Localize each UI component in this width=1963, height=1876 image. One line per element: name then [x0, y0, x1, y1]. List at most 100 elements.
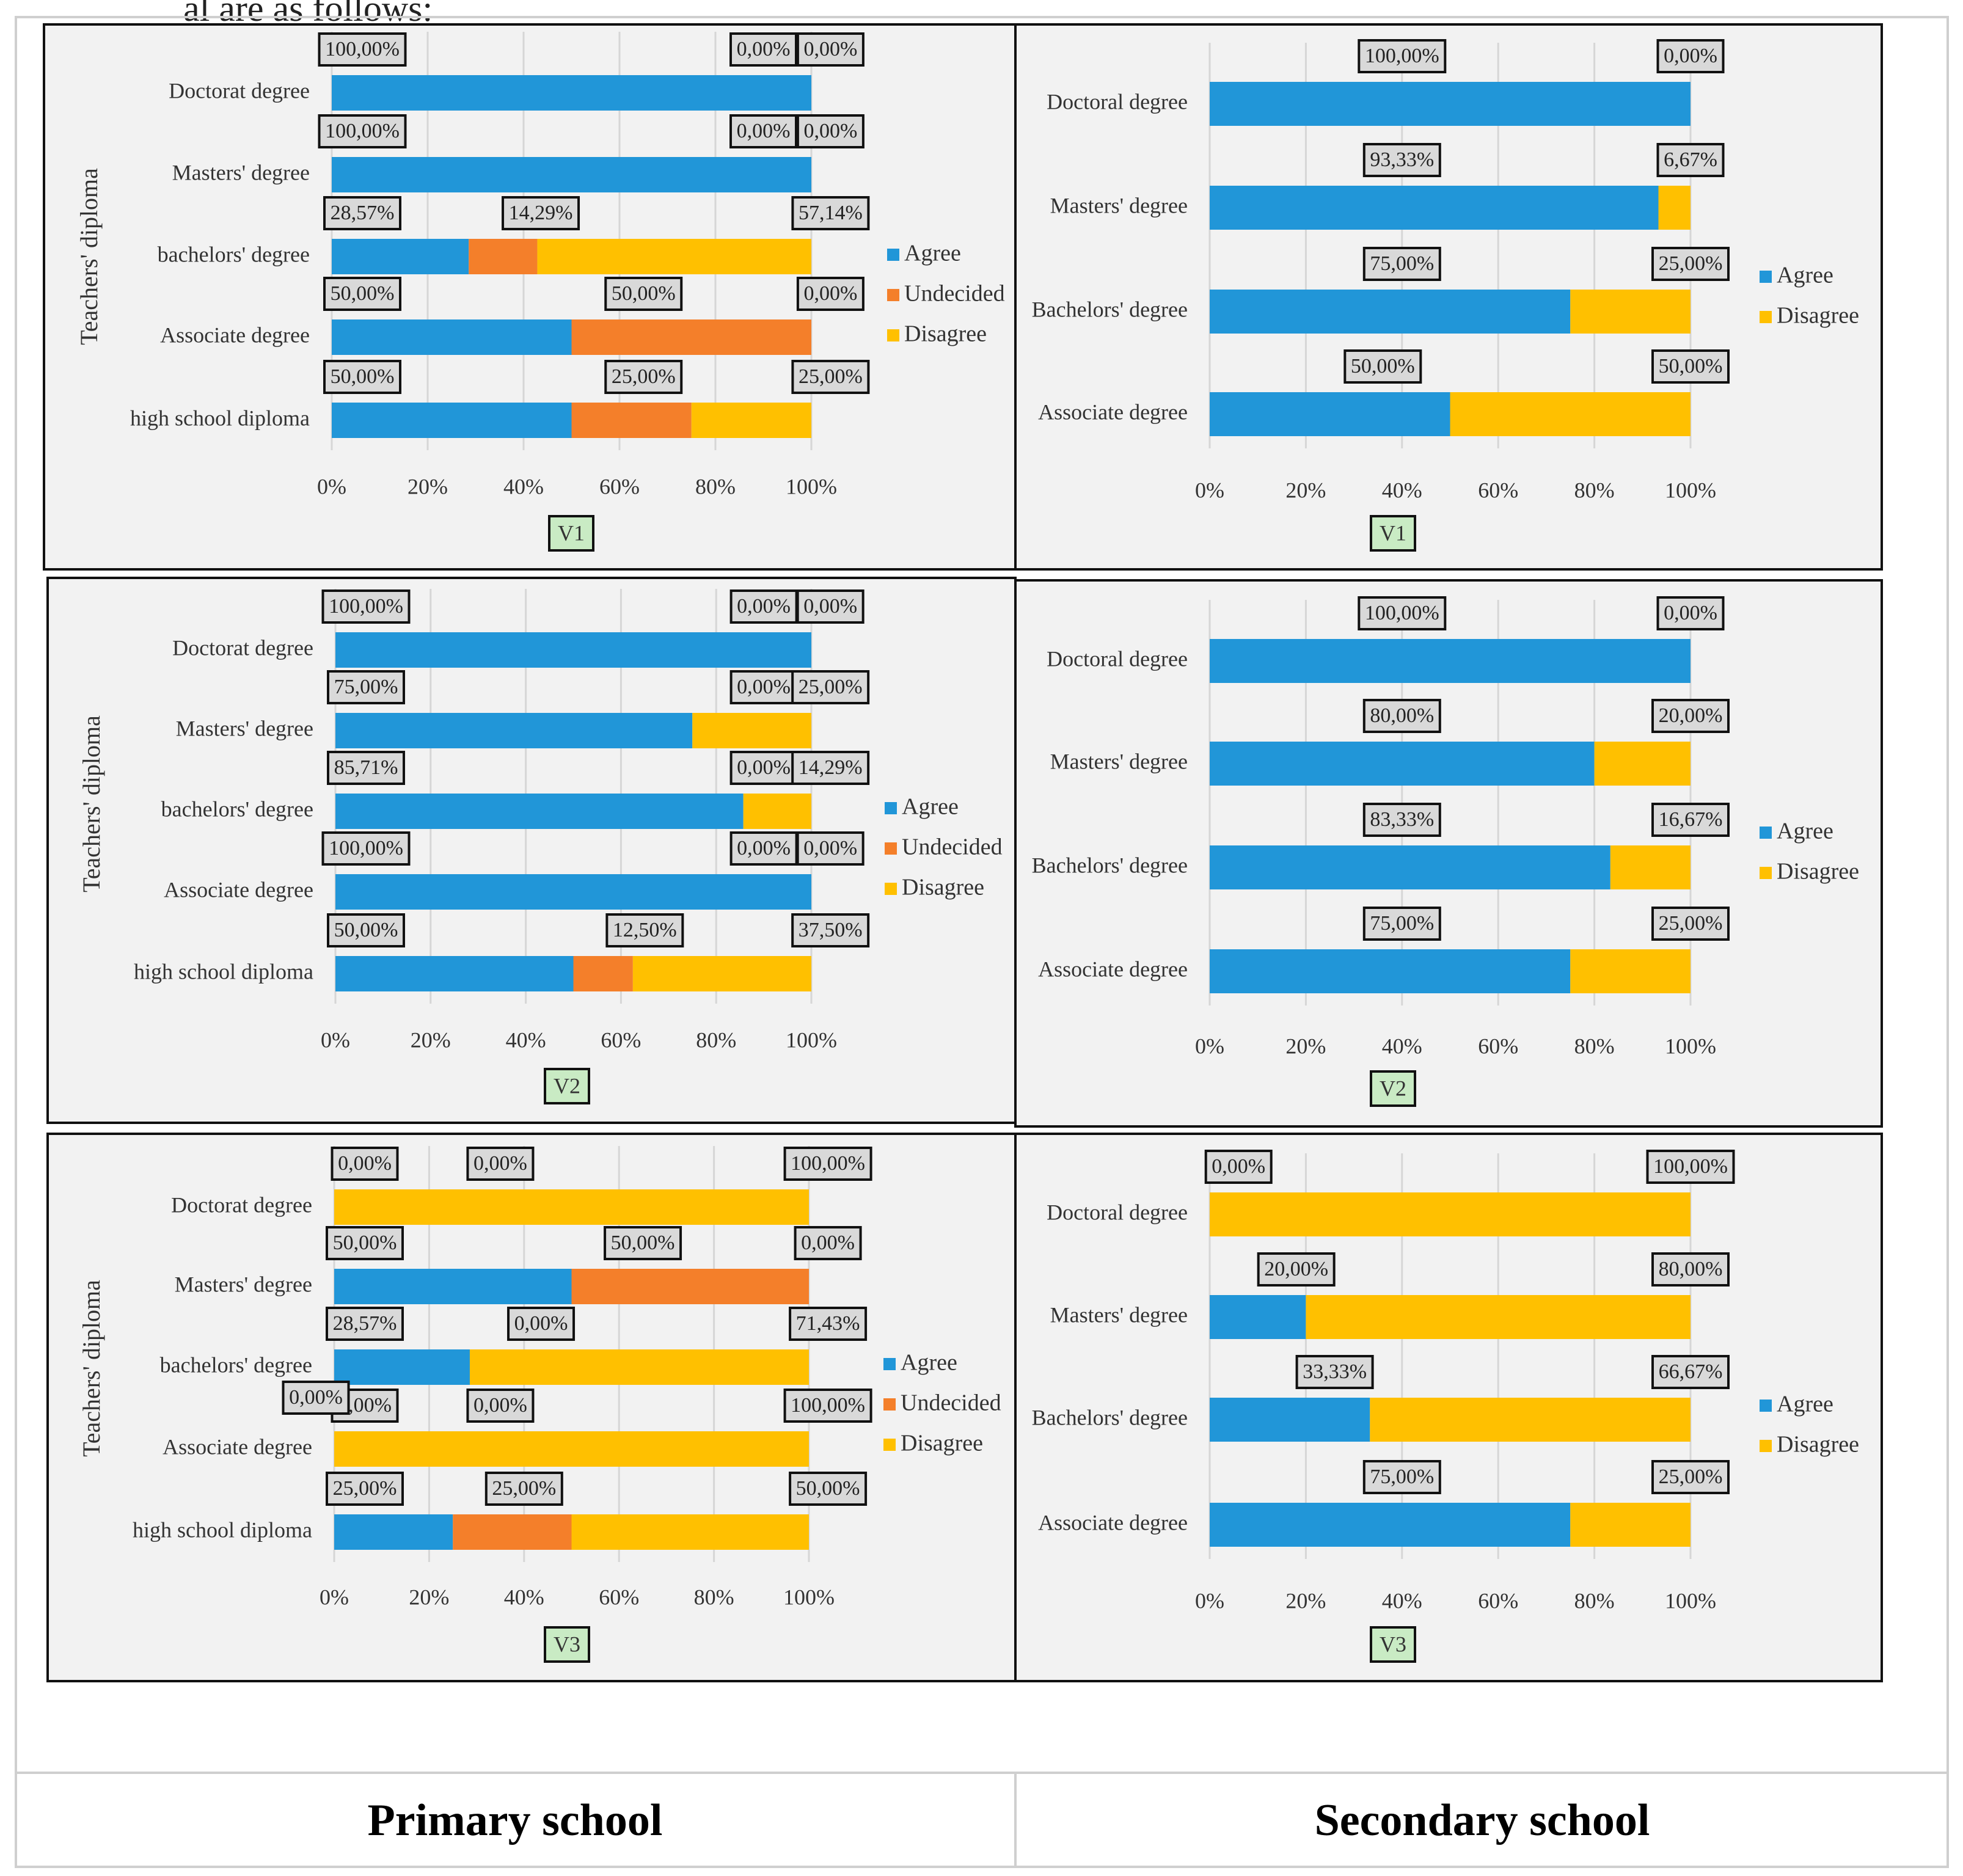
primary-v3-xtick: 20%	[409, 1585, 449, 1609]
primary-v2-ylabel: Teachers' diploma	[78, 715, 105, 892]
primary-v1-value-label-box	[791, 360, 870, 394]
primary-v3-category-label: bachelors' degree	[160, 1352, 312, 1377]
primary-v2-value-label-box	[327, 751, 405, 785]
primary-v2-xtick: 0%	[321, 1027, 350, 1052]
primary-v3-value-label-box	[326, 1226, 404, 1260]
primary-v3-value-label-box	[507, 1307, 576, 1341]
secondary-v1-value-label: 93,33%	[1362, 143, 1441, 177]
secondary-v3-value-label-text: 75,00%	[1370, 1465, 1434, 1488]
secondary-v1-value-label-box	[1362, 143, 1441, 177]
primary-v1-value-label-box	[318, 114, 407, 148]
secondary-v1-bar-agree	[1210, 392, 1450, 436]
primary-v1-value-label: 100,00%	[318, 32, 407, 67]
primary-v3-value-label-extra: 0,00%	[282, 1381, 350, 1415]
primary-v3-xtick: 0%	[320, 1585, 349, 1609]
secondary-v2-value-label-box	[1656, 596, 1725, 630]
primary-v2-value-label: 37,50%	[791, 913, 870, 947]
secondary-v1-value-label: 25,00%	[1651, 247, 1730, 281]
primary-v2-tag-box	[544, 1068, 590, 1104]
secondary-v1-xtick: 0%	[1195, 478, 1224, 502]
secondary-v3-xtick: 40%	[1382, 1588, 1422, 1613]
primary-v3-value-label-box	[794, 1226, 862, 1260]
primary-v1-value-label-box	[796, 32, 865, 67]
secondary-v3-xtick: 20%	[1285, 1588, 1326, 1613]
secondary-v2-xtick: 60%	[1478, 1034, 1518, 1058]
primary-v2-value-label-box	[791, 670, 870, 704]
primary-v1: 0% 20% 40% 60% 80% 100% Doctorat degree 100,00%…	[43, 23, 1017, 571]
primary-v3-value-label-text: 0,00%	[338, 1152, 392, 1175]
primary-v2-value-label-box	[327, 670, 405, 704]
secondary-v1-xtick: 80%	[1574, 478, 1615, 502]
secondary-v3-value-label-text: 33,33%	[1303, 1360, 1367, 1383]
secondary-v2-value-label-box	[1358, 596, 1447, 630]
primary-v2-xtick: 100%	[786, 1027, 837, 1052]
secondary-v1-value-label: 0,00%	[1656, 39, 1725, 73]
primary-v2-category-label: Doctorat degree	[172, 635, 313, 660]
secondary-v2-value-label-text: 100,00%	[1365, 602, 1439, 624]
primary-v2-value-label-text: 0,00%	[737, 595, 791, 618]
primary-v2-value-label: 50,00%	[327, 913, 405, 947]
primary-v3-category-label: Masters' degree	[175, 1272, 312, 1296]
primary-v3-value-label-text: 50,00%	[796, 1477, 860, 1500]
primary-v1-value-label-text: 25,00%	[799, 365, 863, 388]
secondary-v1-value-label-box	[1651, 349, 1730, 384]
secondary-v3-bar-disagree	[1570, 1503, 1691, 1547]
secondary-v3-bar-disagree	[1370, 1398, 1691, 1442]
primary-v3-bar-disagree	[334, 1431, 809, 1467]
primary-v3-value-label-text: 50,00%	[611, 1232, 675, 1254]
primary-v2-value-label-text: 100,00%	[329, 837, 403, 860]
secondary-v1-category-label: Masters' degree	[1050, 193, 1188, 217]
primary-v2-bar-disagree	[692, 713, 811, 748]
primary-v3-value-label: 100,00%	[783, 1389, 872, 1423]
primary-v1-xtick: 40%	[503, 474, 544, 498]
secondary-v3-legend-swatch	[1760, 1400, 1772, 1412]
secondary-v3-legend-swatch	[1760, 1440, 1772, 1452]
primary-v3: 0% 20% 40% 60% 80% 100% Doctorat degree 0,00% 0,…	[46, 1133, 1017, 1682]
primary-v3-legend-label: Undecided	[901, 1390, 1001, 1416]
primary-v2-bar-disagree	[743, 794, 811, 829]
primary-v2-bar-undecided	[573, 956, 633, 991]
secondary-v3-value-label: 33,33%	[1295, 1355, 1374, 1389]
secondary-v3-value-label-text: 25,00%	[1659, 1465, 1723, 1488]
caption-primary: Primary school	[367, 1795, 663, 1845]
secondary-v2-xtick: 20%	[1285, 1034, 1326, 1058]
primary-v1-bar-undecided	[469, 239, 538, 274]
secondary-v3-tag-text: V3	[1380, 1632, 1406, 1656]
primary-v3-value-label-extra-text: 0,00%	[289, 1386, 343, 1409]
secondary-v3-category-label: Doctoral degree	[1047, 1200, 1188, 1224]
secondary-v3-xtick: 0%	[1195, 1588, 1224, 1613]
secondary-v3-value-label-text: 0,00%	[1212, 1155, 1265, 1178]
primary-v3-value-label-text: 71,43%	[796, 1312, 860, 1335]
primary-v3-value-label-text: 0,00%	[801, 1232, 855, 1254]
primary-v2-xtick: 40%	[506, 1027, 546, 1052]
secondary-v2-tag: V2	[1370, 1070, 1416, 1107]
primary-v1-tag: V1	[548, 515, 594, 552]
primary-v3-bar-agree	[334, 1514, 453, 1550]
primary-v2-value-label: 0,00%	[729, 589, 798, 624]
secondary-v2-xtick: 0%	[1195, 1034, 1224, 1058]
primary-v1-category-label: Masters' degree	[172, 160, 310, 184]
primary-v2-value-label: 0,00%	[796, 589, 865, 624]
primary-v2-legend-label: Agree	[902, 794, 959, 820]
primary-v1-value-label-text: 25,00%	[612, 365, 676, 388]
secondary-v2-value-label-box	[1651, 907, 1730, 941]
secondary-v2-bar-agree	[1210, 639, 1691, 683]
secondary-v2-category-label: Bachelors' degree	[1032, 853, 1188, 877]
primary-v3-value-label-box	[466, 1389, 535, 1423]
secondary-v1-legend-label: Agree	[1777, 263, 1833, 288]
primary-v1-bar-undecided	[571, 319, 811, 355]
primary-v1-value-label: 0,00%	[796, 277, 865, 311]
secondary-v2-value-label-text: 25,00%	[1659, 912, 1723, 935]
secondary-v3-value-label-box	[1651, 1252, 1730, 1287]
secondary-v1-legend-swatch	[1760, 311, 1772, 323]
primary-v1-value-label-box	[729, 32, 797, 67]
primary-v2-value-label: 100,00%	[321, 589, 411, 624]
primary-v1-value-label: 28,57%	[323, 196, 401, 230]
secondary-v1-legend-swatch	[1760, 271, 1772, 283]
primary-v2-value-label-text: 0,00%	[803, 837, 857, 860]
primary-v2-value-label: 0,00%	[729, 751, 798, 785]
primary-v1-value-label: 50,00%	[323, 277, 401, 311]
secondary-v2-bar-disagree	[1570, 949, 1691, 993]
primary-v1-value-label-text: 0,00%	[737, 38, 791, 60]
primary-v1-category-label: Doctorat degree	[169, 78, 310, 103]
